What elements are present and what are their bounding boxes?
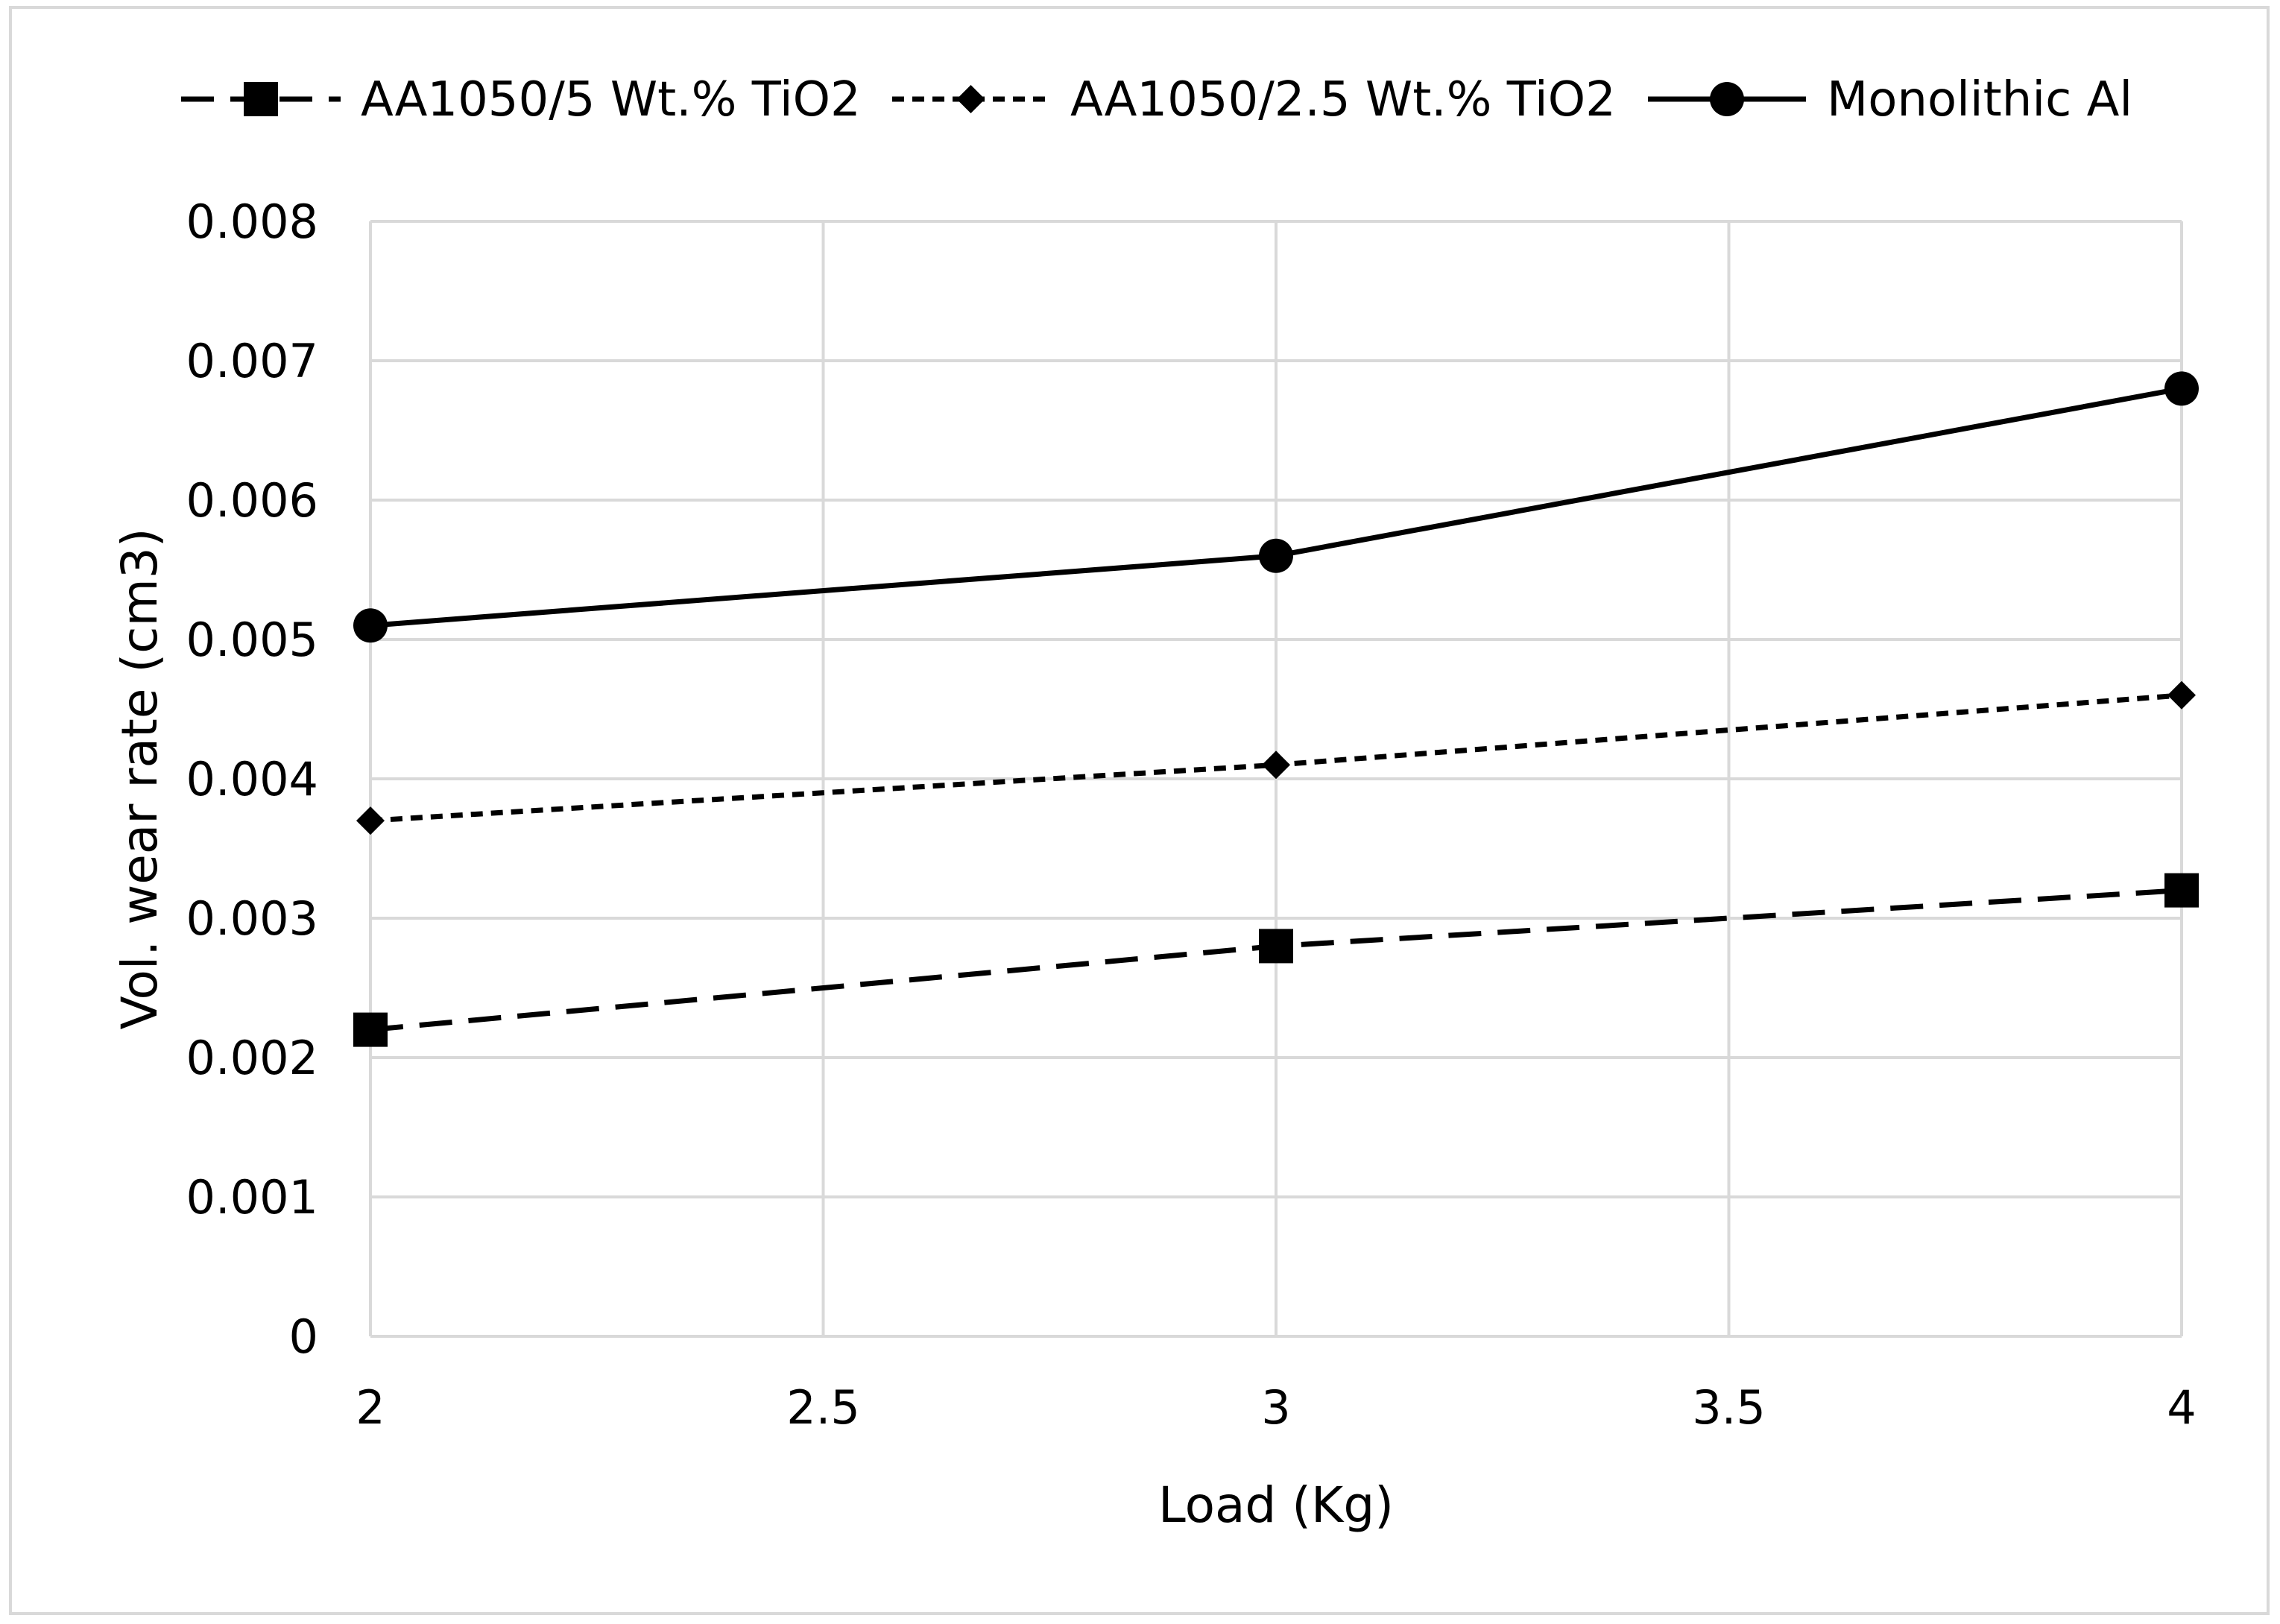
x-tick-label: 2.5	[786, 1380, 860, 1435]
data-point-circle	[1259, 538, 1293, 573]
x-tick-label: 3.5	[1692, 1380, 1766, 1435]
legend-item[interactable]: AA1050/5 Wt.% TiO2	[181, 72, 861, 127]
legend-marker-square	[244, 82, 278, 116]
data-point-circle	[353, 608, 388, 643]
y-tick-label: 0	[289, 1309, 318, 1364]
data-point-circle	[2164, 371, 2199, 406]
y-tick-label: 0.001	[186, 1170, 319, 1225]
y-tick-label: 0.007	[186, 334, 319, 388]
x-tick-label: 4	[2167, 1380, 2196, 1435]
legend[interactable]: AA1050/5 Wt.% TiO2 AA1050/2.5 Wt.% TiO2 Mo…	[181, 72, 2132, 127]
data-point-square	[1259, 929, 1293, 964]
y-tick-label: 0.004	[186, 752, 319, 806]
x-axis-title: Load (Kg)	[1158, 1476, 1394, 1534]
legend-marker-circle	[1710, 82, 1744, 116]
legend-item[interactable]: AA1050/2.5 Wt.% TiO2	[892, 72, 1616, 127]
legend-item[interactable]: Monolithic Al	[1648, 72, 2132, 127]
legend-label: Monolithic Al	[1827, 72, 2132, 127]
y-axis-title: Vol. wear rate (cm3)	[111, 528, 168, 1030]
data-point-diamond	[2167, 680, 2196, 710]
data-point-square	[2164, 873, 2199, 908]
series-square	[353, 873, 2199, 1047]
x-tick-label: 3	[1261, 1380, 1290, 1435]
y-tick-label: 0.008	[186, 195, 319, 249]
legend-label: AA1050/5 Wt.% TiO2	[361, 72, 861, 127]
x-tick-label: 2	[356, 1380, 385, 1435]
data-series	[353, 371, 2199, 1047]
y-tick-label: 0.003	[186, 891, 319, 946]
y-tick-label: 0.005	[186, 613, 319, 667]
data-point-diamond	[1262, 751, 1290, 780]
y-tick-label: 0.002	[186, 1031, 319, 1085]
data-point-diamond	[356, 806, 385, 835]
series-diamond	[356, 680, 2196, 835]
y-tick-label: 0.006	[186, 473, 319, 528]
axes	[369, 221, 2182, 1338]
legend-marker-diamond	[956, 85, 985, 113]
y-tick-labels: 0 0.001 0.002 0.003 0.004 0.005 0.006 0.007 0.00…	[186, 195, 319, 1364]
series-circle	[353, 371, 2199, 643]
chart-frame	[9, 6, 2270, 1615]
legend-label: AA1050/2.5 Wt.% TiO2	[1070, 72, 1616, 127]
data-point-square	[353, 1012, 388, 1047]
x-tick-labels: 2 2.5 3 3.5 4	[356, 1380, 2196, 1435]
